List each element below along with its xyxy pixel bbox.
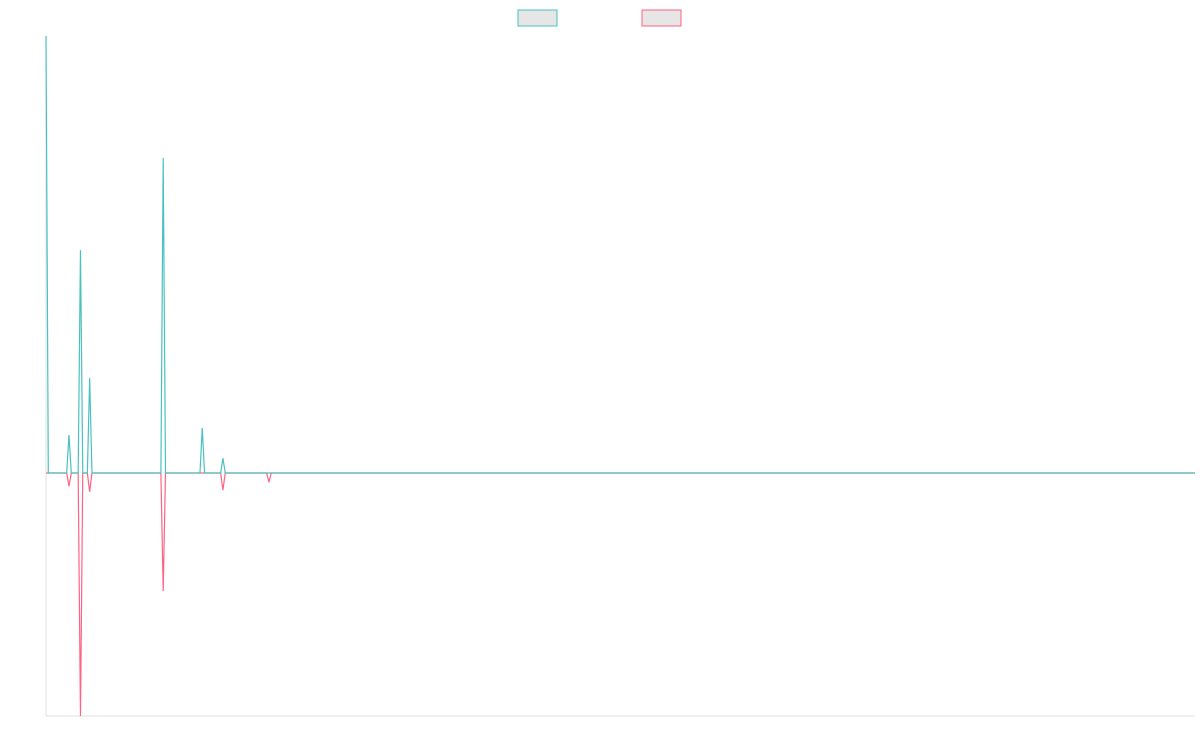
data-line bbox=[45, 35, 1195, 474]
legend-swatch bbox=[641, 9, 682, 27]
legend-swatch bbox=[517, 9, 558, 27]
data-line bbox=[46, 472, 1195, 717]
